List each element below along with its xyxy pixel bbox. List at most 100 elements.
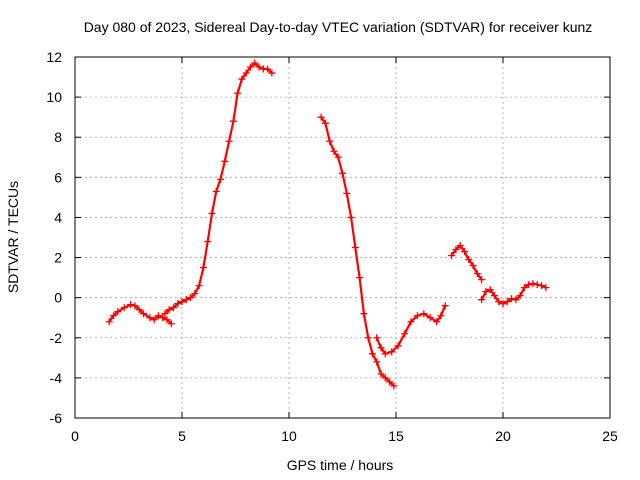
grid: [75, 57, 610, 418]
data-point: [339, 169, 346, 177]
data-point: [187, 294, 195, 302]
data-point: [356, 274, 364, 282]
data-point: [120, 304, 128, 312]
data-point: [373, 334, 381, 342]
data-point: [407, 318, 415, 326]
data-point: [508, 295, 516, 303]
data-point: [381, 374, 389, 382]
data-point: [268, 69, 276, 77]
x-tick-label: 10: [281, 428, 297, 444]
data-point: [167, 320, 175, 328]
data-point: [394, 342, 402, 350]
data-point: [499, 300, 507, 308]
data-point: [234, 89, 242, 97]
data-point: [169, 304, 177, 312]
data-point: [174, 300, 182, 308]
data-point: [135, 306, 143, 314]
data-point: [364, 334, 372, 342]
data-point: [105, 318, 113, 326]
y-tick-label: 0: [54, 290, 62, 306]
data-point: [246, 63, 254, 71]
data-point: [334, 153, 342, 161]
y-tick-label: 8: [54, 129, 62, 145]
y-tick-label: 12: [46, 49, 62, 65]
data-point: [413, 312, 421, 320]
data-point: [343, 189, 351, 197]
data-point: [473, 270, 481, 278]
data-point: [264, 65, 272, 73]
x-tick-label: 15: [388, 428, 404, 444]
data-point: [360, 310, 368, 318]
data-point: [161, 310, 169, 318]
data-point: [326, 137, 334, 145]
axis-ticks: 0 5 10 15 20 25 -6 -4 -2 0 2 4 6 8 10 12: [46, 49, 618, 444]
series-segment-2: [161, 59, 276, 318]
data-point: [377, 344, 385, 352]
data-point: [191, 290, 199, 298]
series-segment-5: [448, 242, 486, 284]
data-point: [441, 302, 449, 310]
data-point: [221, 157, 229, 165]
data-point: [114, 308, 122, 316]
data-point: [495, 298, 503, 306]
y-tick-label: 6: [54, 169, 62, 185]
series-segment-6: [478, 280, 550, 308]
series-line: [450, 244, 483, 281]
data-point: [390, 382, 398, 390]
data-series: [105, 59, 550, 390]
x-tick-label: 0: [71, 428, 79, 444]
data-point: [110, 312, 118, 320]
data-point: [154, 312, 162, 320]
data-point: [533, 281, 541, 289]
data-point: [503, 298, 511, 306]
data-point: [386, 378, 394, 386]
series-segment-1: [105, 301, 175, 328]
data-point: [182, 296, 190, 304]
x-tick-label: 5: [178, 428, 186, 444]
data-point: [426, 314, 434, 322]
data-point: [127, 301, 135, 309]
data-point: [212, 187, 220, 195]
x-tick-label: 20: [495, 428, 511, 444]
y-axis-label: SDTVAR / TECUs: [5, 181, 21, 293]
data-point: [131, 302, 139, 310]
y-tick-label: -4: [50, 370, 63, 386]
x-tick-label: 25: [602, 428, 618, 444]
data-point: [330, 147, 338, 155]
data-point: [373, 358, 381, 366]
x-axis-label: GPS time / hours: [287, 457, 394, 473]
data-point: [482, 288, 490, 296]
data-point: [321, 119, 329, 127]
data-point: [525, 281, 533, 289]
data-point: [204, 238, 212, 246]
data-point: [520, 284, 528, 292]
data-point: [150, 316, 158, 324]
series-line: [320, 116, 395, 387]
data-point: [452, 246, 460, 254]
data-point: [478, 276, 486, 284]
data-point: [486, 286, 494, 294]
data-point: [377, 370, 385, 378]
data-point: [165, 306, 173, 314]
data-point: [195, 282, 203, 290]
data-point: [251, 59, 259, 67]
data-point: [448, 252, 456, 260]
series-segment-4: [373, 302, 449, 358]
data-point: [437, 312, 445, 320]
series-segment-3: [317, 113, 398, 390]
data-point: [460, 248, 468, 256]
data-point: [490, 292, 498, 300]
y-tick-label: 4: [54, 209, 62, 225]
data-point: [456, 242, 464, 250]
data-point: [516, 292, 524, 300]
y-tick-label: 10: [46, 89, 62, 105]
data-point: [317, 113, 325, 121]
chart-title: Day 080 of 2023, Sidereal Day-to-day VTE…: [84, 19, 593, 35]
data-point: [255, 63, 263, 71]
data-point: [178, 298, 186, 306]
data-point: [542, 284, 550, 292]
data-point: [159, 314, 167, 322]
y-tick-label: -6: [50, 410, 63, 426]
series-line: [375, 304, 447, 355]
